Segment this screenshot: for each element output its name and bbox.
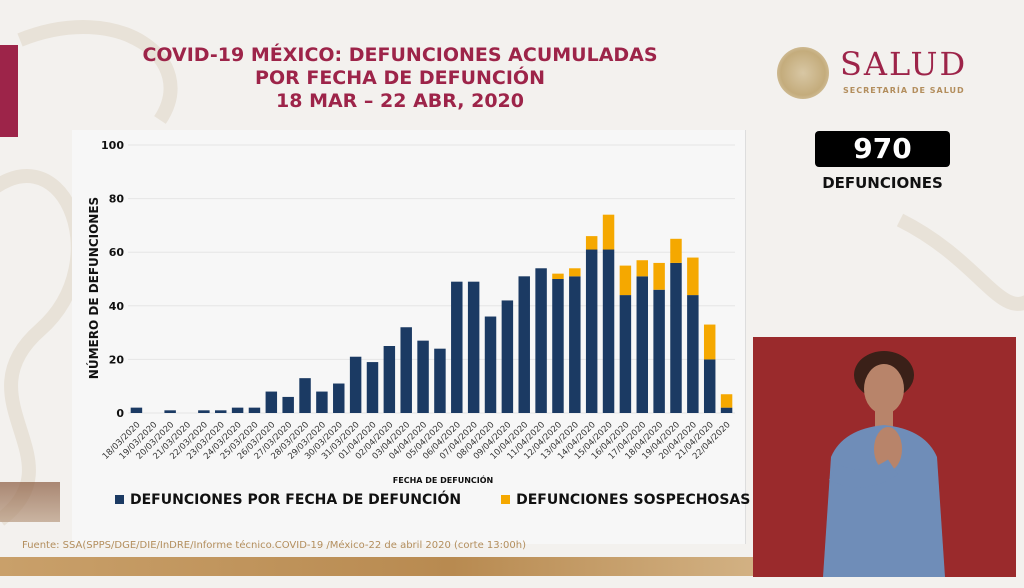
bar-confirmed: [518, 276, 530, 413]
x-axis-label: FECHA DE DEFUNCIÓN: [393, 474, 493, 485]
y-axis-label: NÚMERO DE DEFUNCIONES: [86, 197, 101, 379]
page-title: COVID-19 MÉXICO: DEFUNCIONES ACUMULADAS …: [80, 44, 720, 113]
bar-confirmed: [619, 295, 632, 413]
bar-confirmed: [366, 362, 379, 413]
bar-confirmed: [636, 276, 648, 413]
title-line-2: POR FECHA DE DEFUNCIÓN: [255, 67, 545, 89]
bar-confirmed: [265, 391, 278, 413]
salud-logo: SALUD SECRETARÍA DE SALUD: [777, 45, 977, 100]
sign-language-interpreter-video: [753, 337, 1016, 577]
bar-suspected: [687, 257, 699, 296]
bar-confirmed: [552, 279, 564, 413]
bar-confirmed: [451, 281, 463, 413]
bar-confirmed: [720, 407, 733, 413]
y-axis-ticks: 0 20 40 60 80 100: [101, 139, 124, 420]
legend-swatch-confirmed: [115, 495, 124, 504]
bar-confirmed: [687, 295, 699, 413]
bar-confirmed: [670, 262, 682, 413]
bar-confirmed: [417, 340, 429, 413]
source-note: Fuente: SSA(SPPS/DGE/DIE/InDRE/Informe t…: [22, 540, 526, 551]
bar-suspected: [585, 236, 598, 250]
bar-confirmed: [383, 346, 396, 413]
gridlines: [128, 144, 735, 414]
bar-confirmed: [282, 396, 294, 413]
bar-confirmed: [316, 391, 328, 413]
bar-confirmed: [400, 327, 412, 413]
logo-name: SALUD: [840, 45, 968, 83]
legend-item-confirmed: DEFUNCIONES POR FECHA DE DEFUNCIÓN: [115, 492, 461, 508]
title-line-1: COVID-19 MÉXICO: DEFUNCIONES ACUMULADAS: [142, 44, 658, 66]
gold-footer-bar: [0, 557, 753, 576]
bar-confirmed: [501, 300, 514, 413]
bar-suspected: [619, 265, 632, 296]
legend-item-suspected: DEFUNCIONES SOSPECHOSAS: [501, 492, 750, 508]
x-axis-ticks: 18/03/202019/03/202020/03/202021/03/2020…: [101, 420, 733, 462]
bar-confirmed: [130, 407, 143, 413]
y-tick-label: 100: [101, 139, 124, 152]
bar-confirmed: [585, 249, 598, 413]
bar-confirmed: [299, 378, 311, 413]
bar-confirmed: [484, 316, 497, 413]
title-line-3: 18 MAR – 22 ABR, 2020: [276, 90, 524, 112]
bar-confirmed: [653, 289, 665, 413]
bar-suspected: [703, 324, 716, 360]
chart-legend: DEFUNCIONES POR FECHA DE DEFUNCIÓN DEFUN…: [115, 492, 750, 508]
bar-confirmed: [231, 407, 244, 413]
bar-confirmed: [333, 383, 345, 413]
bar-suspected: [569, 268, 581, 277]
bar-confirmed: [248, 407, 261, 413]
bar-confirmed: [349, 356, 362, 413]
legend-label-suspected: DEFUNCIONES SOSPECHOSAS: [516, 492, 751, 508]
bar-suspected: [552, 273, 564, 279]
bar-confirmed: [164, 410, 176, 413]
bar-confirmed: [569, 276, 581, 413]
historic-figures-logo: [0, 482, 60, 522]
brand-strip: [0, 45, 18, 137]
y-tick-label: 60: [109, 246, 125, 259]
total-deaths-count: 970: [815, 131, 950, 167]
mexico-seal-icon: [777, 47, 829, 99]
legend-label-confirmed: DEFUNCIONES POR FECHA DE DEFUNCIÓN: [130, 492, 462, 508]
bar-confirmed: [434, 348, 446, 413]
interpreter-figure: [823, 351, 945, 577]
y-tick-label: 0: [116, 407, 124, 420]
total-deaths-label: DEFUNCIONES: [822, 174, 943, 192]
bar-confirmed: [535, 268, 547, 413]
legend-swatch-suspected: [501, 495, 511, 504]
bar-confirmed: [467, 281, 480, 413]
bar-suspected: [720, 394, 733, 408]
bars: [130, 214, 733, 413]
bar-suspected: [653, 262, 665, 290]
logo-subtitle: SECRETARÍA DE SALUD: [843, 86, 965, 95]
y-tick-label: 20: [109, 353, 125, 366]
bar-suspected: [636, 260, 648, 277]
bar-confirmed: [198, 410, 210, 413]
bar-confirmed: [602, 249, 615, 413]
bar-confirmed: [703, 359, 716, 413]
bar-suspected: [670, 238, 682, 263]
bar-suspected: [602, 214, 615, 250]
y-tick-label: 80: [109, 193, 125, 206]
y-tick-label: 40: [109, 300, 125, 313]
bar-confirmed: [215, 410, 227, 413]
